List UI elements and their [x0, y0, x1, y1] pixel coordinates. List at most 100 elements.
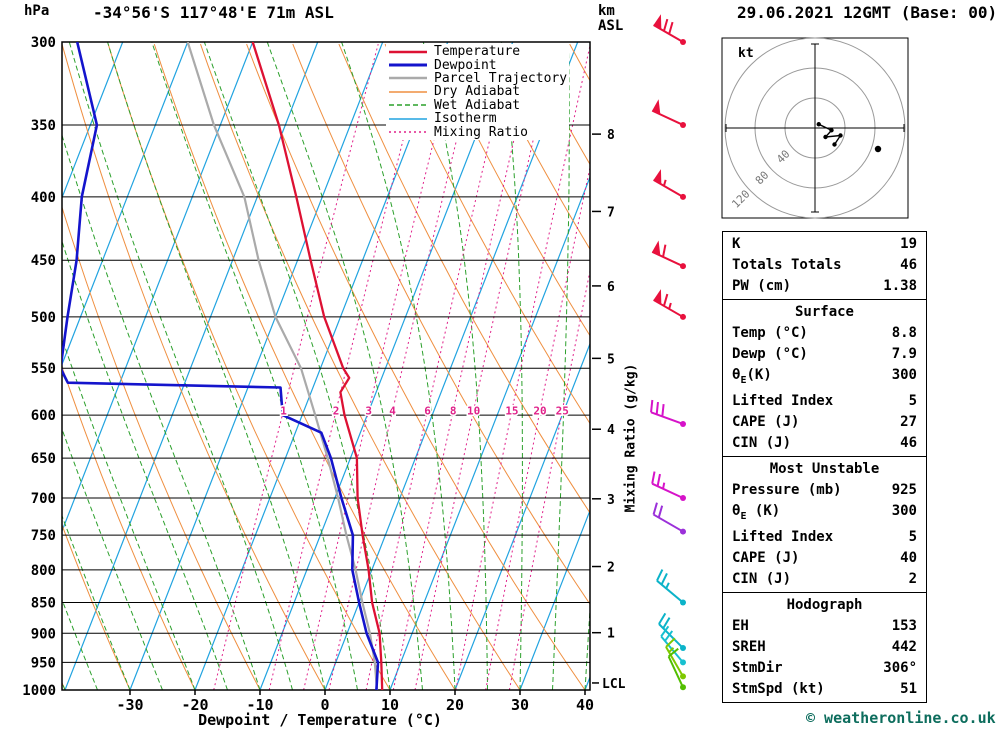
dewpoint-line	[62, 42, 380, 690]
x-axis-title: Dewpoint / Temperature (°C)	[198, 711, 442, 729]
chart-legend: Temperature Dewpoint Parcel Trajectory Dry …	[386, 44, 570, 140]
stats-label: PW (cm)	[732, 278, 792, 294]
stats-label: Temp (°C)	[732, 325, 808, 341]
stats-row: Lifted Index 5	[723, 391, 926, 412]
pressure-tick-label: 600	[31, 408, 56, 424]
stats-value: 40	[900, 549, 917, 566]
temp-tick-label: 30	[511, 696, 529, 714]
wind-barb-station-dot	[680, 420, 686, 427]
stats-label: StmSpd (kt)	[732, 680, 825, 697]
stats-value: 1.38	[883, 278, 917, 294]
credit-text: © weatheronline.co.uk	[806, 709, 996, 727]
lcl-label: LCL	[602, 677, 626, 692]
stats-label: θE (K)	[732, 502, 781, 522]
temperature-line	[251, 42, 384, 690]
sounding-profiles	[62, 42, 384, 690]
altitude-axis-title: km ASL	[598, 4, 623, 34]
stats-row: EH 153	[723, 616, 926, 637]
wind-barb-station-dot	[680, 263, 686, 270]
legend-item-label: Temperature	[434, 44, 521, 60]
stats-label: CAPE (J)	[732, 549, 800, 566]
legend-item-label: Mixing Ratio	[434, 124, 528, 140]
stats-table: Surface Temp (°C) 8.8 Dewp (°C) 7.9 θE(K) 300 L…	[722, 299, 927, 457]
stats-value: 153	[891, 617, 917, 634]
stats-label: CAPE (J)	[732, 413, 800, 430]
stats-row: CIN (J) 46	[723, 433, 926, 454]
wind-barb	[651, 99, 686, 128]
station-title: -34°56'S 117°48'E 71m ASL	[93, 3, 334, 22]
legend-item: Wet Adiabat	[388, 98, 567, 113]
stats-label: EH	[732, 617, 749, 634]
mixing-ratio-labels: 1 2 3 4 6 8 10 15 20 25	[279, 403, 571, 419]
temperature-axis: -30 -20 -10 0 10 20 30 40	[116, 690, 594, 714]
mixing-ratio-value: 8	[450, 405, 457, 418]
mixing-ratio-value: 25	[556, 405, 569, 418]
wind-barb-station-dot	[680, 645, 686, 652]
stats-label: Lifted Index	[732, 392, 834, 409]
pressure-tick-label: 1000	[22, 683, 56, 699]
stats-row: Temp (°C) 8.8	[723, 323, 926, 344]
wind-barb	[656, 569, 686, 606]
pressure-tick-label: 750	[31, 528, 56, 544]
km-tick-label: 6	[607, 280, 615, 295]
stats-label: Dewp (°C)	[732, 346, 808, 362]
stats-row: CAPE (J) 27	[723, 412, 926, 433]
temp-tick-label: 0	[320, 696, 329, 714]
stats-row: Totals Totals 46	[723, 255, 926, 276]
stats-row: θE (K) 300	[723, 501, 926, 527]
legend-item-label: Parcel Trajectory	[434, 70, 568, 86]
stats-label: θE(K)	[732, 367, 772, 386]
stats-table: K 19 Totals Totals 46 PW (cm) 1.38	[722, 231, 927, 300]
wind-barb	[651, 240, 686, 270]
temp-tick-label: -10	[246, 696, 273, 714]
wind-barb	[667, 647, 686, 691]
legend-swatch	[389, 117, 427, 120]
legend-item: Temperature	[388, 44, 567, 60]
stats-row: θE(K) 300	[723, 365, 926, 391]
stats-label: CIN (J)	[732, 434, 792, 451]
wind-barb-station-dot	[680, 684, 686, 691]
stats-row: Lifted Index 5	[723, 527, 926, 548]
legend-item: Dewpoint	[388, 58, 567, 73]
wind-barbs	[650, 14, 686, 691]
indices-tables: K 19 Totals Totals 46 PW (cm) 1.38 Surface Temp…	[722, 231, 927, 703]
datetime-title: 29.06.2021 12GMT (Base: 00)	[737, 3, 998, 22]
legend-swatch	[389, 50, 427, 53]
wind-barb-station-dot	[680, 528, 686, 535]
background-line-families	[62, 42, 590, 690]
stats-label: Pressure (mb)	[732, 481, 842, 498]
legend-item: Mixing Ratio	[388, 124, 567, 140]
wind-barb	[658, 612, 686, 652]
km-axis: 8 7 6 5 4 3 2 1 LCL	[592, 128, 626, 692]
pressure-tick-label: 350	[31, 118, 56, 134]
stats-value: 46	[900, 434, 917, 451]
isotherms	[62, 42, 590, 690]
mixing-ratio-value: 15	[505, 405, 518, 418]
temp-tick-label: 10	[381, 696, 399, 714]
legend-swatch	[389, 91, 427, 93]
pressure-tick-label: 400	[31, 190, 56, 206]
mixing-ratio-value: 3	[365, 405, 372, 418]
mixing-ratio-value: 1	[280, 405, 287, 418]
km-tick-label: 7	[607, 205, 615, 220]
pressure-tick-label: 450	[31, 253, 56, 269]
mixing-ratio-value: 4	[389, 405, 396, 418]
stats-row: StmSpd (kt) 51	[723, 679, 926, 700]
stats-table-title: Most Unstable	[769, 460, 880, 477]
hodograph-ring	[724, 37, 906, 219]
km-tick-label: 1	[607, 627, 615, 642]
stats-label: StmDir	[732, 659, 783, 676]
wind-barb-station-dot	[680, 313, 686, 320]
pressure-tick-label: 950	[31, 655, 56, 671]
storm-motion-dot	[874, 145, 882, 153]
stats-value: 2	[908, 570, 917, 587]
legend-item: Dry Adiabat	[388, 84, 567, 100]
pressure-tick-label: 550	[31, 361, 56, 377]
altitude-unit-asl: ASL	[598, 18, 624, 34]
legend-item-label: Dry Adiabat	[434, 84, 521, 100]
legend-swatch	[389, 77, 427, 80]
wind-barb-station-dot	[680, 659, 686, 666]
pressure-tick-label: 850	[31, 596, 56, 612]
